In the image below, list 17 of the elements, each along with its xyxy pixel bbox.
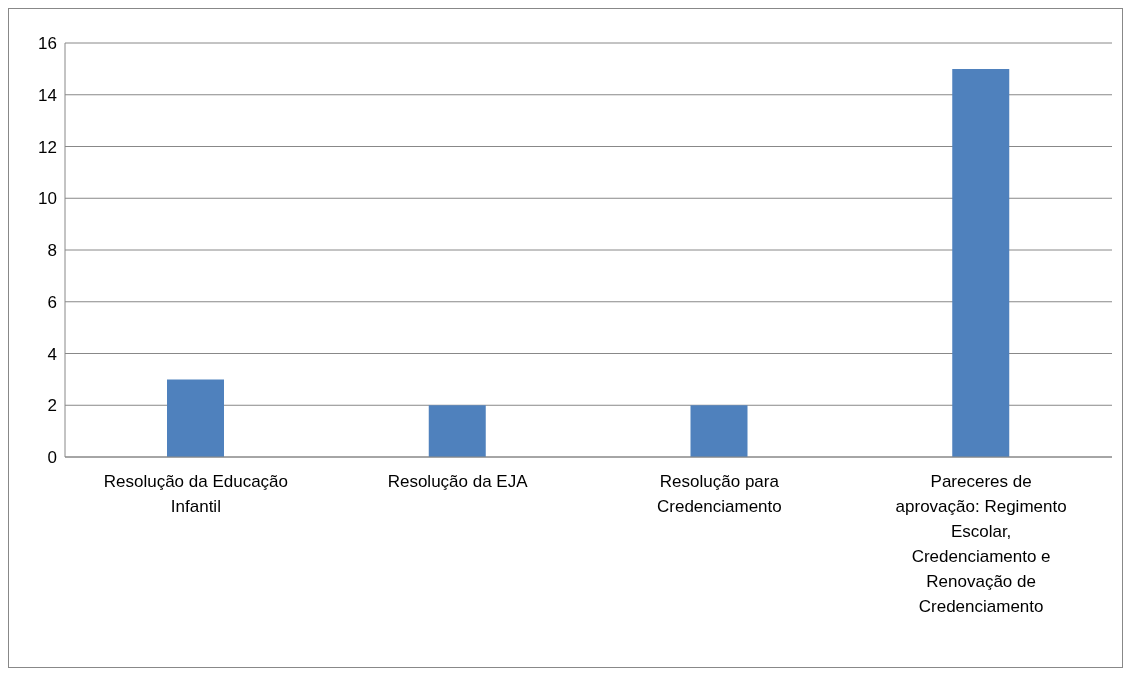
x-tick-label: Pareceres de aprovação: Regimento Escolar, Credenciamento e Renovação de Credenciamento	[895, 472, 1067, 616]
y-tick-label: 6	[47, 292, 57, 312]
y-tick-label: 8	[47, 241, 57, 261]
bar	[952, 68, 1010, 457]
y-tick-label: 16	[38, 34, 57, 54]
y-tick-label: 14	[38, 85, 57, 105]
x-tick-label: Resolução da Educação Infantil	[103, 472, 289, 516]
bar	[690, 405, 748, 457]
x-tick-label: Resolução para Credenciamento	[657, 472, 782, 516]
bar	[167, 379, 224, 457]
x-tick-label: Resolução da EJA	[387, 472, 529, 491]
y-tick-label: 4	[47, 344, 57, 364]
y-tick-label: 10	[38, 189, 57, 209]
y-tick-label: 2	[47, 396, 57, 416]
y-tick-label: 12	[38, 137, 57, 157]
bar	[428, 405, 486, 457]
y-tick-label: 0	[47, 448, 57, 468]
